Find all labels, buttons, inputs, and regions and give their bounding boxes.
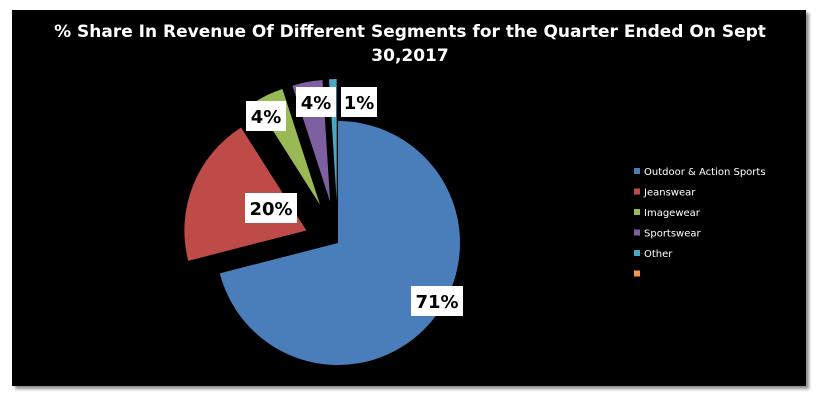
legend-label: Outdoor & Action Sports	[644, 167, 766, 178]
legend-label: Other	[644, 249, 673, 260]
legend-swatch	[634, 209, 640, 215]
legend-label: Imagewear	[644, 208, 701, 219]
data-label-imagewear: 4%	[246, 101, 286, 131]
chart-title-line-2: 30,2017	[371, 46, 448, 66]
legend: Outdoor & Action Sports Jeanswear Imagewea…	[634, 167, 766, 277]
legend-label: Jeanswear	[643, 188, 696, 199]
data-label-outdoor-action-sports: 71%	[411, 286, 463, 316]
data-labels: 71% 20% 4% 4% 1%	[245, 87, 463, 316]
data-label-jeanswear: 20%	[245, 193, 297, 223]
legend-swatch	[634, 229, 640, 236]
chart-title-line-1: % Share In Revenue Of Different Segments…	[54, 22, 766, 42]
legend-swatch	[634, 270, 640, 277]
data-label-box	[341, 87, 377, 117]
data-label-text: 4%	[301, 93, 332, 114]
data-label-text: 71%	[415, 292, 458, 313]
data-label-box	[246, 101, 286, 131]
data-label-text: 4%	[251, 107, 282, 128]
data-label-text: 20%	[249, 199, 292, 220]
legend-swatch	[634, 168, 640, 174]
legend-item-blank	[634, 270, 640, 277]
data-label-text: 1%	[344, 93, 375, 114]
pie-slices	[184, 79, 460, 365]
data-label-box	[245, 193, 297, 223]
pie-slice-outdoor-action-sports	[219, 121, 460, 365]
legend-item-sportswear: Sportswear	[634, 229, 702, 240]
data-label-sportswear: 4%	[296, 87, 336, 117]
legend-item-other: Other	[634, 249, 673, 260]
legend-swatch	[634, 250, 640, 256]
legend-swatch	[634, 188, 640, 195]
data-label-box	[296, 87, 336, 117]
legend-item-outdoor-action-sports: Outdoor & Action Sports	[634, 167, 766, 178]
chart-title: % Share In Revenue Of Different Segments…	[54, 22, 766, 66]
legend-item-imagewear: Imagewear	[634, 208, 701, 219]
data-label-other: 1%	[341, 87, 377, 117]
legend-item-jeanswear: Jeanswear	[634, 188, 696, 199]
legend-label: Sportswear	[644, 229, 702, 240]
data-label-box	[411, 286, 463, 316]
